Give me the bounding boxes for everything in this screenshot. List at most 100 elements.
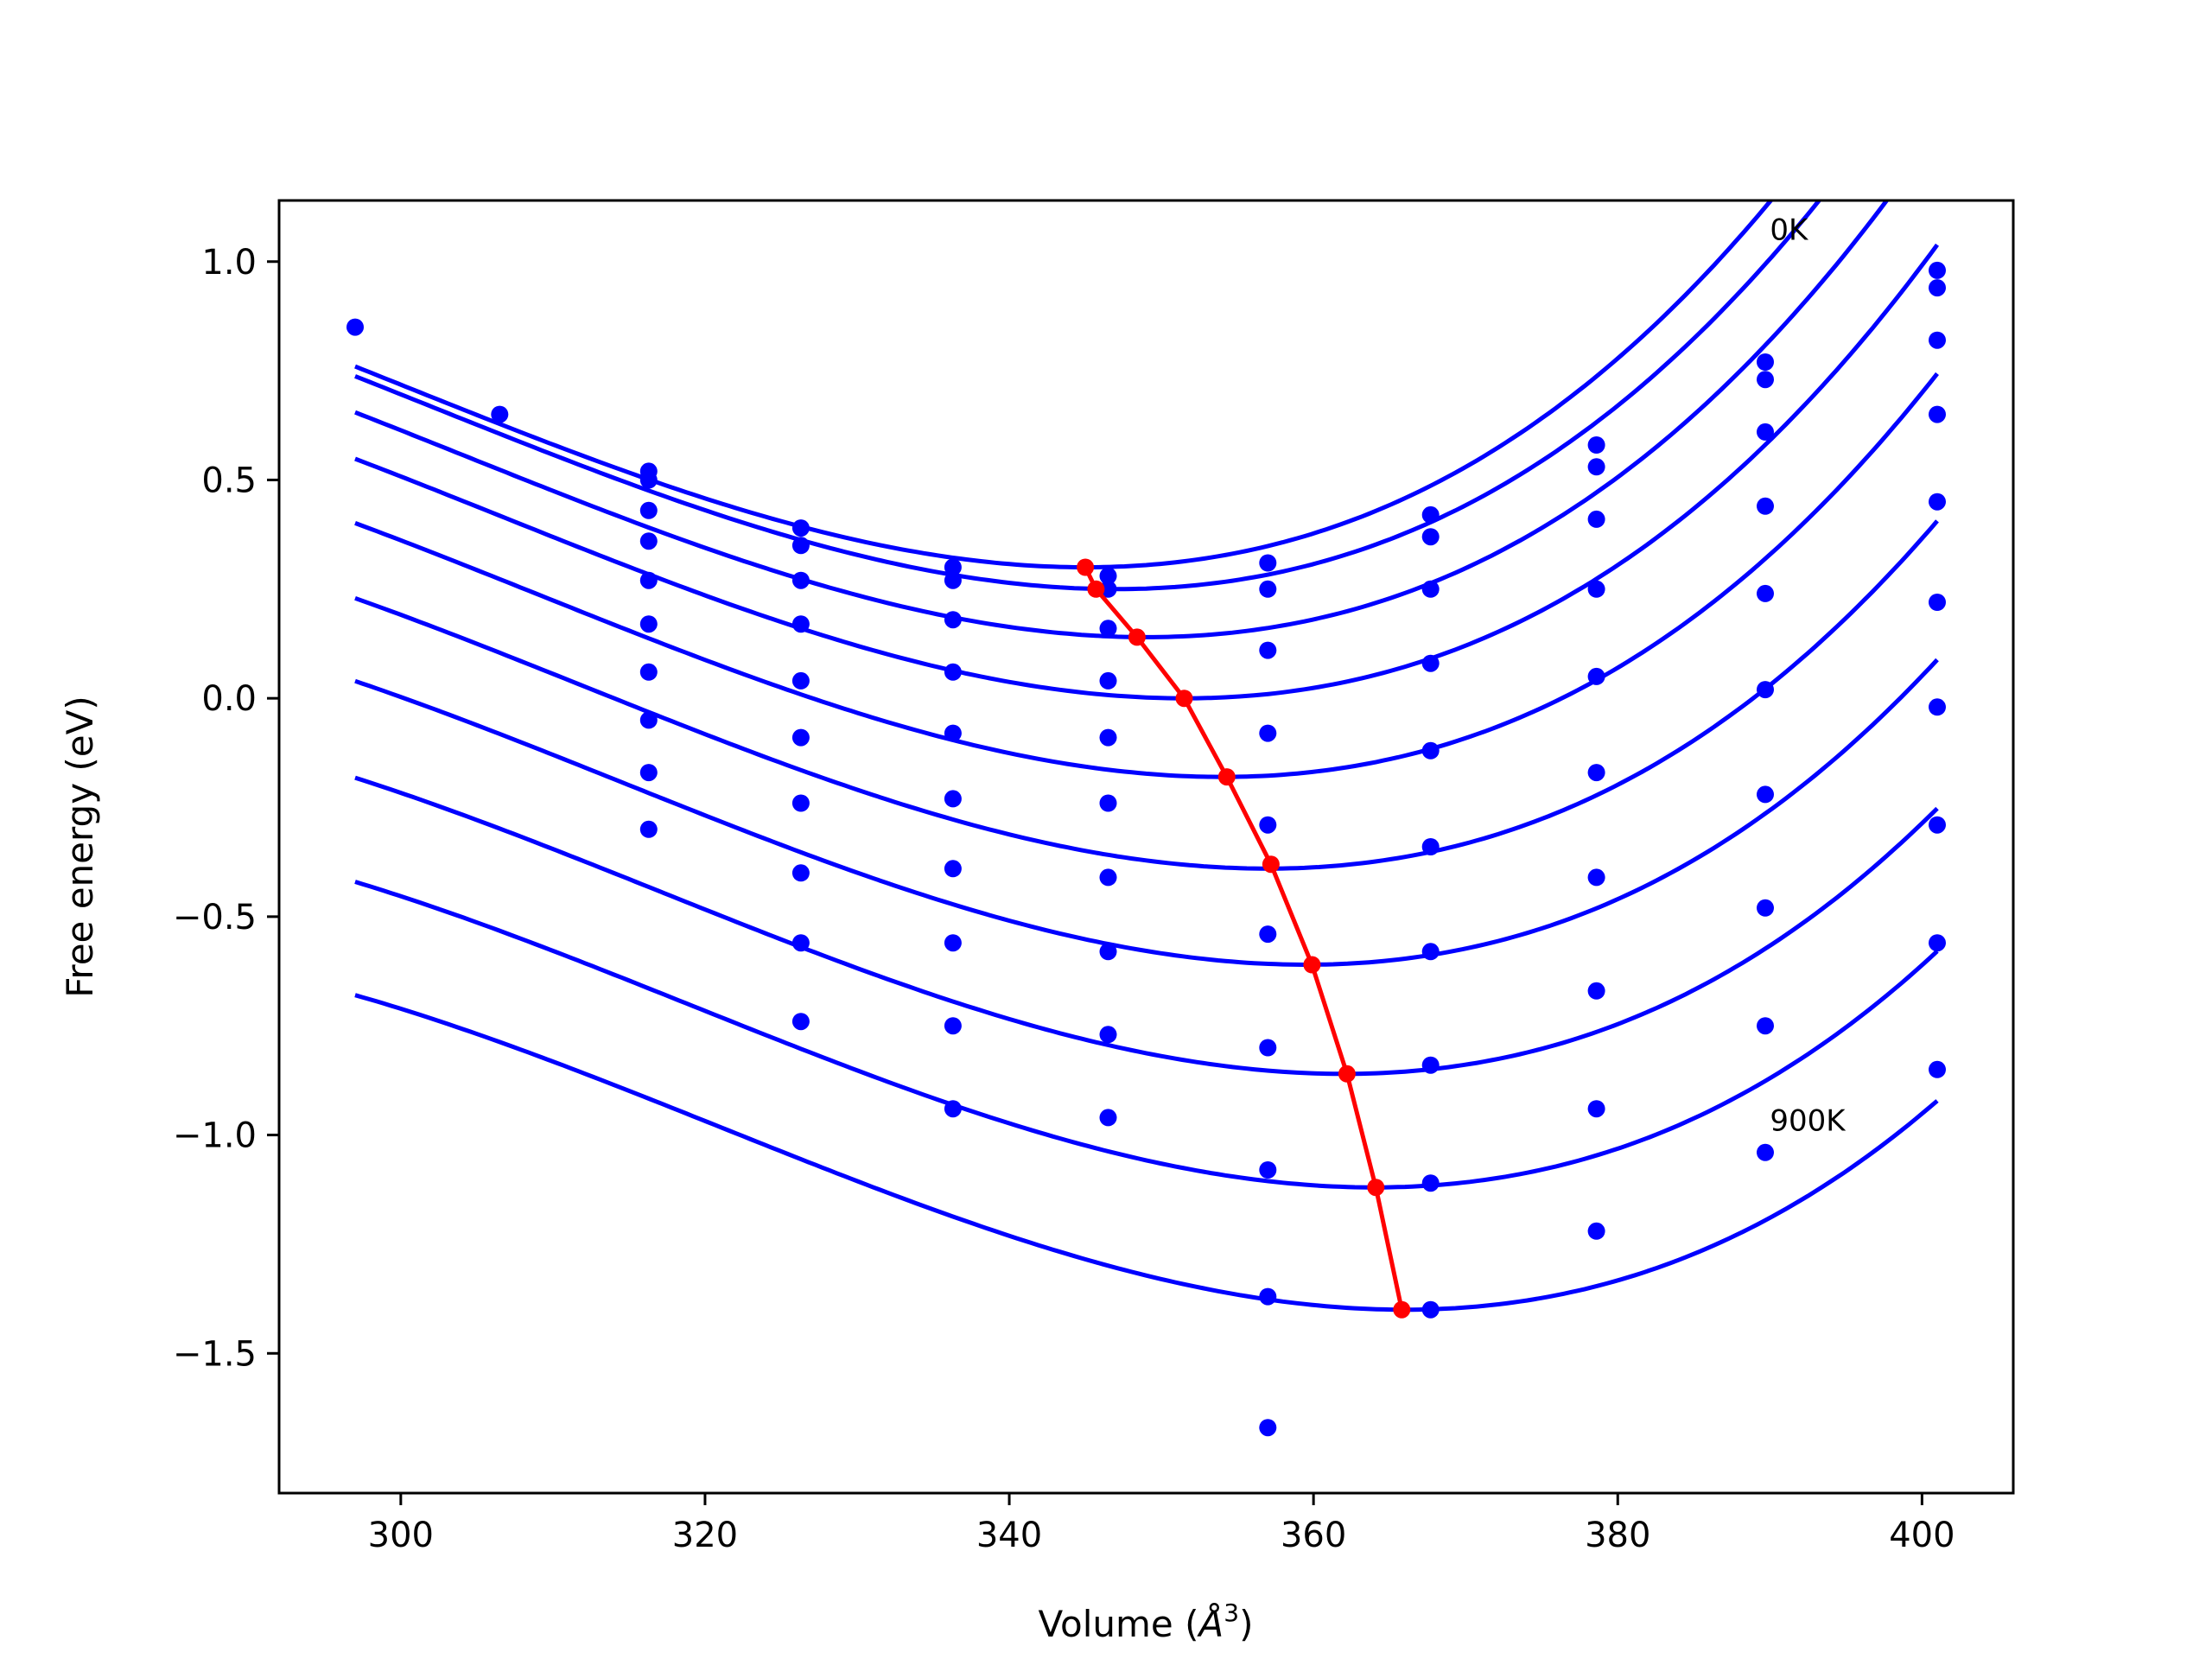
data-point-33 (1099, 580, 1117, 598)
data-point-60 (1421, 1174, 1440, 1192)
data-point-17 (791, 728, 810, 747)
fit-curves (354, 200, 1940, 1313)
data-point-82 (1929, 261, 1946, 279)
data-point-25 (944, 663, 962, 681)
minimum-point-7 (1338, 1065, 1356, 1083)
data-point-72 (1757, 353, 1774, 371)
data-point-14 (791, 571, 810, 589)
minimum-line-path (1083, 566, 1404, 1311)
data-point-54 (1421, 580, 1440, 598)
data-point-12 (791, 519, 810, 537)
data-point-91 (1929, 1060, 1946, 1078)
annotations: 0K 900K (1770, 213, 1847, 1138)
data-point-45 (1259, 724, 1277, 742)
minimum-point-9 (1393, 1300, 1411, 1319)
data-point-41 (1099, 1109, 1117, 1127)
minimum-point-3 (1175, 690, 1193, 708)
data-point-19 (791, 864, 810, 882)
data-point-85 (1929, 405, 1946, 423)
data-point-5 (639, 532, 658, 550)
plot-area (279, 200, 2013, 1493)
data-point-65 (1587, 580, 1605, 598)
fit-curve-1 (354, 200, 1822, 592)
y-tick-label-3: −0.5 (173, 898, 257, 938)
x-tick-label-0: 300 (368, 1516, 434, 1555)
data-point-69 (1587, 982, 1605, 1000)
y-tick-label-2: 0.0 (201, 679, 257, 719)
fit-curve-4 (354, 372, 1939, 779)
data-point-87 (1929, 594, 1946, 611)
data-point-37 (1099, 794, 1117, 812)
x-tick-label-4: 380 (1585, 1516, 1650, 1555)
data-point-21 (791, 1013, 810, 1031)
x-tick-label-1: 320 (672, 1516, 738, 1555)
fit-curve-0 (354, 200, 1774, 569)
data-point-27 (944, 790, 962, 808)
data-point-40 (1099, 1026, 1117, 1044)
data-point-44 (1259, 641, 1277, 659)
data-point-74 (1757, 423, 1774, 441)
data-point-34 (1099, 620, 1117, 638)
minimum-point-2 (1128, 628, 1146, 646)
data-point-7 (639, 615, 658, 633)
data-points (346, 261, 1946, 1437)
fit-curve-5 (354, 519, 1939, 871)
y-tick-label-0: 1.0 (201, 243, 257, 283)
data-point-56 (1421, 741, 1440, 760)
data-point-84 (1929, 331, 1946, 349)
x-axis-label-suffix: ) (1239, 1603, 1253, 1645)
fit-curve-9 (354, 993, 1939, 1313)
x-axis-label-unit: Å (1197, 1602, 1224, 1645)
fit-curve-6 (354, 658, 1939, 968)
data-point-15 (791, 615, 810, 633)
data-point-70 (1587, 1100, 1605, 1118)
data-point-31 (944, 1100, 962, 1118)
data-point-24 (944, 611, 962, 629)
data-point-59 (1421, 1056, 1440, 1074)
data-point-73 (1757, 371, 1774, 389)
x-axis-label-exponent: 3 (1224, 1599, 1239, 1627)
data-point-9 (639, 711, 658, 729)
data-point-49 (1259, 1161, 1277, 1179)
data-point-1 (491, 405, 509, 423)
data-point-78 (1757, 785, 1774, 804)
x-tick-label-2: 340 (976, 1516, 1042, 1555)
minimum-line (1077, 558, 1411, 1319)
data-point-71 (1587, 1222, 1605, 1240)
data-point-22 (944, 558, 962, 576)
data-point-64 (1587, 510, 1605, 528)
plot-frame (277, 199, 2015, 1495)
data-point-10 (639, 764, 658, 782)
data-point-61 (1421, 1300, 1440, 1319)
fit-curve-7 (354, 775, 1939, 1077)
x-axis-ticks: 300 320 340 360 380 400 (368, 1493, 1955, 1555)
y-tick-label-5: −1.5 (173, 1334, 257, 1374)
data-point-8 (639, 663, 658, 681)
y-tick-label-1: 0.5 (201, 461, 257, 500)
data-point-88 (1929, 698, 1946, 716)
minimum-point-4 (1217, 768, 1236, 786)
fit-curve-2 (354, 200, 1890, 639)
x-axis-label-prefix: Volume ( (1039, 1603, 1199, 1645)
data-point-32 (1099, 567, 1117, 585)
data-point-90 (1929, 934, 1946, 952)
data-point-51 (1259, 1419, 1277, 1437)
data-point-0 (346, 318, 364, 336)
data-point-50 (1259, 1287, 1277, 1306)
data-point-30 (944, 1017, 962, 1035)
data-point-20 (791, 934, 810, 952)
data-point-62 (1587, 436, 1605, 454)
y-axis-label: Free energy (eV) (59, 696, 101, 998)
data-point-83 (1929, 279, 1946, 297)
data-point-35 (1099, 671, 1117, 690)
minimum-point-6 (1303, 956, 1321, 974)
annotation-0: 0K (1770, 213, 1809, 247)
data-point-47 (1259, 925, 1277, 944)
x-tick-label-3: 360 (1281, 1516, 1346, 1555)
annotation-1: 900K (1770, 1104, 1847, 1139)
data-point-67 (1587, 764, 1605, 782)
fit-curve-3 (354, 243, 1940, 701)
data-point-58 (1421, 943, 1440, 961)
minimum-point-1 (1087, 580, 1105, 598)
